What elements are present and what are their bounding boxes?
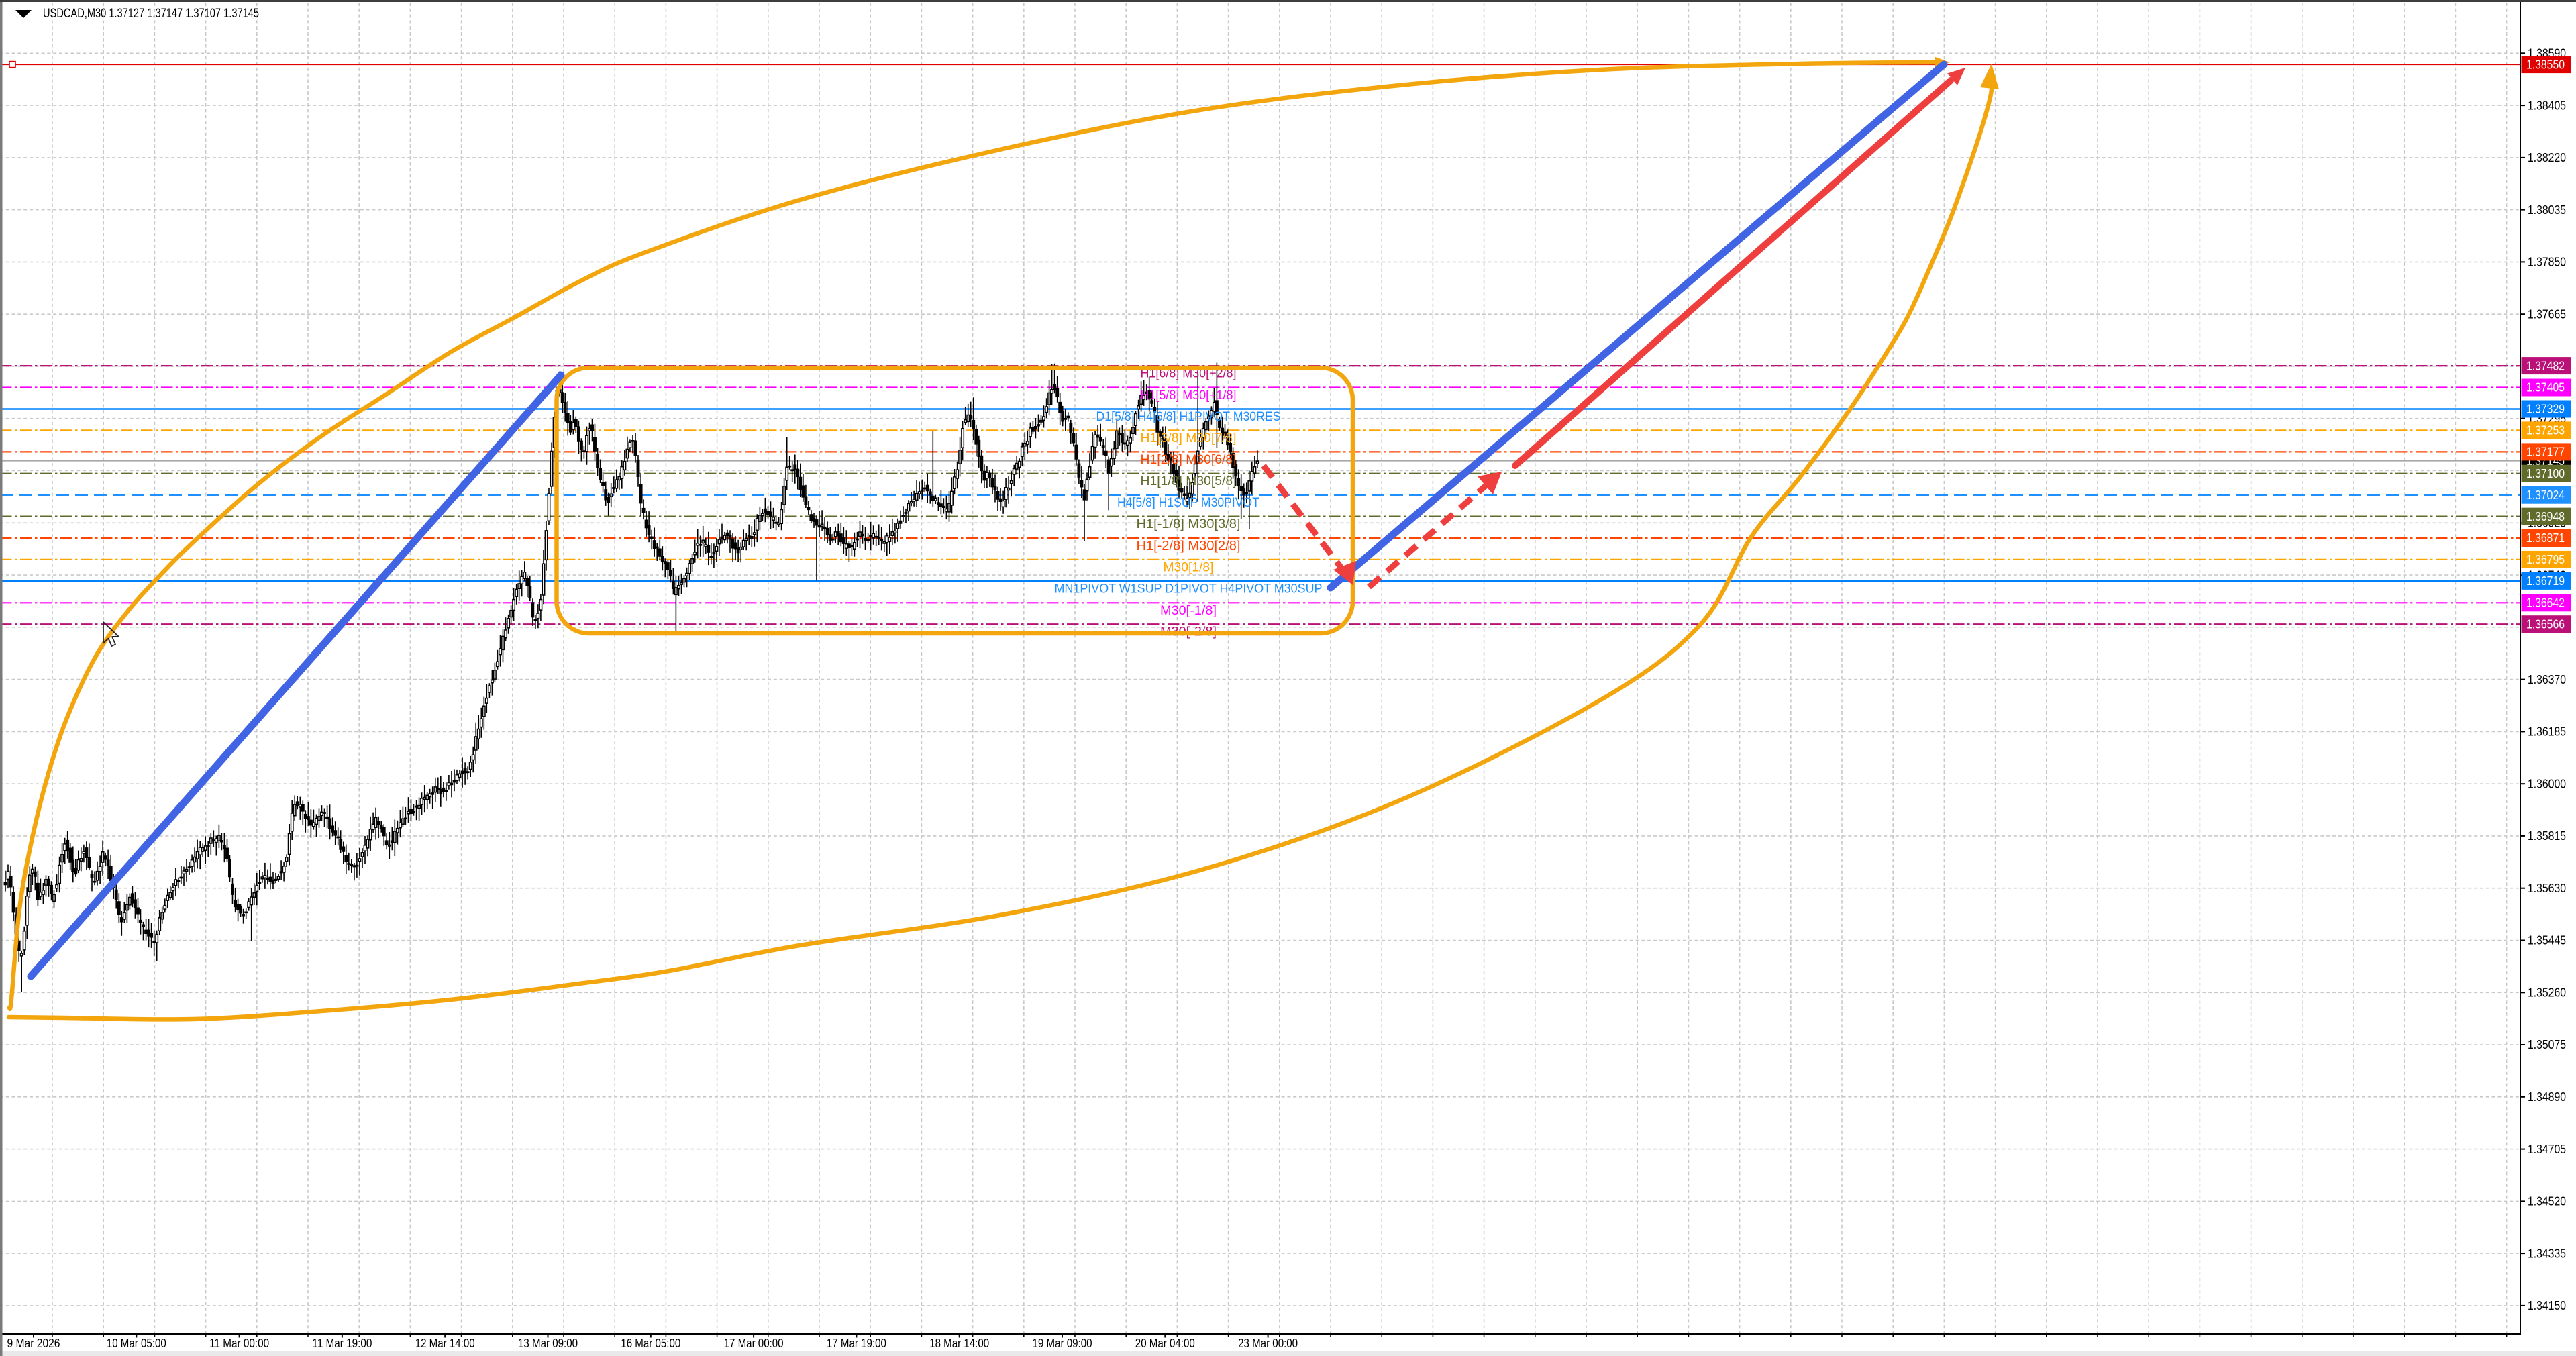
svg-text:M30[1/8]: M30[1/8]: [1164, 560, 1214, 574]
svg-text:M30[-1/8]: M30[-1/8]: [1160, 603, 1217, 618]
svg-text:1.35260: 1.35260: [2528, 986, 2566, 1000]
svg-text:1.37850: 1.37850: [2528, 256, 2566, 269]
svg-text:23 Mar 00:00: 23 Mar 00:00: [1238, 1337, 1298, 1350]
svg-text:11 Mar 00:00: 11 Mar 00:00: [209, 1337, 269, 1350]
svg-text:10 Mar 05:00: 10 Mar 05:00: [107, 1337, 166, 1350]
svg-text:1.34335: 1.34335: [2528, 1247, 2566, 1260]
svg-text:H1[3/8] M30[7/8]: H1[3/8] M30[7/8]: [1141, 431, 1237, 446]
svg-text:11 Mar 19:00: 11 Mar 19:00: [312, 1337, 372, 1350]
svg-text:H1[2/8] M30[6/8]: H1[2/8] M30[6/8]: [1141, 452, 1237, 467]
svg-text:1.38035: 1.38035: [2528, 203, 2566, 217]
svg-text:12 Mar 14:00: 12 Mar 14:00: [415, 1337, 475, 1350]
svg-text:H1[-1/8] M30[3/8]: H1[-1/8] M30[3/8]: [1137, 517, 1241, 531]
svg-text:9 Mar 2026: 9 Mar 2026: [7, 1337, 60, 1350]
svg-text:1.36370: 1.36370: [2528, 673, 2566, 686]
svg-text:17 Mar 19:00: 17 Mar 19:00: [827, 1337, 886, 1350]
svg-text:1.37482: 1.37482: [2526, 359, 2565, 372]
svg-text:1.36000: 1.36000: [2528, 777, 2566, 790]
svg-text:17 Mar 00:00: 17 Mar 00:00: [724, 1337, 784, 1350]
svg-text:H1[5/8] M30[+1/8]: H1[5/8] M30[+1/8]: [1141, 388, 1237, 403]
svg-text:1.37405: 1.37405: [2526, 381, 2565, 395]
svg-text:1.36642: 1.36642: [2526, 596, 2565, 610]
svg-text:1.35815: 1.35815: [2528, 829, 2566, 843]
svg-text:1.36719: 1.36719: [2526, 574, 2565, 588]
svg-text:1.36948: 1.36948: [2526, 510, 2565, 523]
svg-text:D1[5/8] H4[6/8] H1PIVOT M30RES: D1[5/8] H4[6/8] H1PIVOT M30RES: [1096, 409, 1281, 424]
svg-text:1.34705: 1.34705: [2528, 1143, 2566, 1156]
svg-text:H4[5/8] H1SUP M30PIVOT: H4[5/8] H1SUP M30PIVOT: [1117, 495, 1259, 510]
svg-text:1.36566: 1.36566: [2526, 617, 2565, 631]
svg-text:1.36185: 1.36185: [2528, 725, 2566, 739]
svg-text:1.35075: 1.35075: [2528, 1038, 2566, 1051]
svg-text:1.36871: 1.36871: [2526, 531, 2565, 545]
svg-text:1.35445: 1.35445: [2528, 934, 2566, 947]
svg-text:MN1PIVOT W1SUP D1PIVOT H4PIVOT: MN1PIVOT W1SUP D1PIVOT H4PIVOT M30SUP: [1055, 581, 1323, 596]
svg-text:H1[1/8] M30[5/8]: H1[1/8] M30[5/8]: [1141, 474, 1237, 488]
svg-text:1.38405: 1.38405: [2528, 99, 2566, 112]
svg-text:18 Mar 14:00: 18 Mar 14:00: [929, 1337, 989, 1350]
svg-text:1.38220: 1.38220: [2528, 151, 2566, 164]
svg-text:1.38550: 1.38550: [2526, 58, 2565, 71]
svg-text:1.37177: 1.37177: [2526, 446, 2565, 459]
svg-text:1.37329: 1.37329: [2526, 403, 2565, 416]
svg-text:16 Mar 05:00: 16 Mar 05:00: [621, 1337, 680, 1350]
svg-text:19 Mar 09:00: 19 Mar 09:00: [1033, 1337, 1092, 1350]
svg-text:1.37024: 1.37024: [2526, 488, 2565, 502]
svg-text:1.37100: 1.37100: [2526, 467, 2565, 480]
svg-text:USDCAD,M30 1.37127 1.37147 1.: USDCAD,M30 1.37127 1.37147 1.37107 1.371…: [43, 7, 259, 21]
svg-text:1.34890: 1.34890: [2528, 1090, 2566, 1104]
svg-text:13 Mar 09:00: 13 Mar 09:00: [518, 1337, 578, 1350]
svg-text:1.34520: 1.34520: [2528, 1195, 2566, 1208]
svg-text:1.34150: 1.34150: [2528, 1299, 2566, 1312]
svg-text:1.37665: 1.37665: [2528, 307, 2566, 321]
svg-text:1.37253: 1.37253: [2526, 424, 2565, 437]
svg-text:1.36795: 1.36795: [2526, 553, 2565, 566]
svg-text:H1[-2/8] M30[2/8]: H1[-2/8] M30[2/8]: [1137, 539, 1241, 554]
svg-text:20 Mar 04:00: 20 Mar 04:00: [1135, 1337, 1195, 1350]
svg-text:1.35630: 1.35630: [2528, 882, 2566, 895]
